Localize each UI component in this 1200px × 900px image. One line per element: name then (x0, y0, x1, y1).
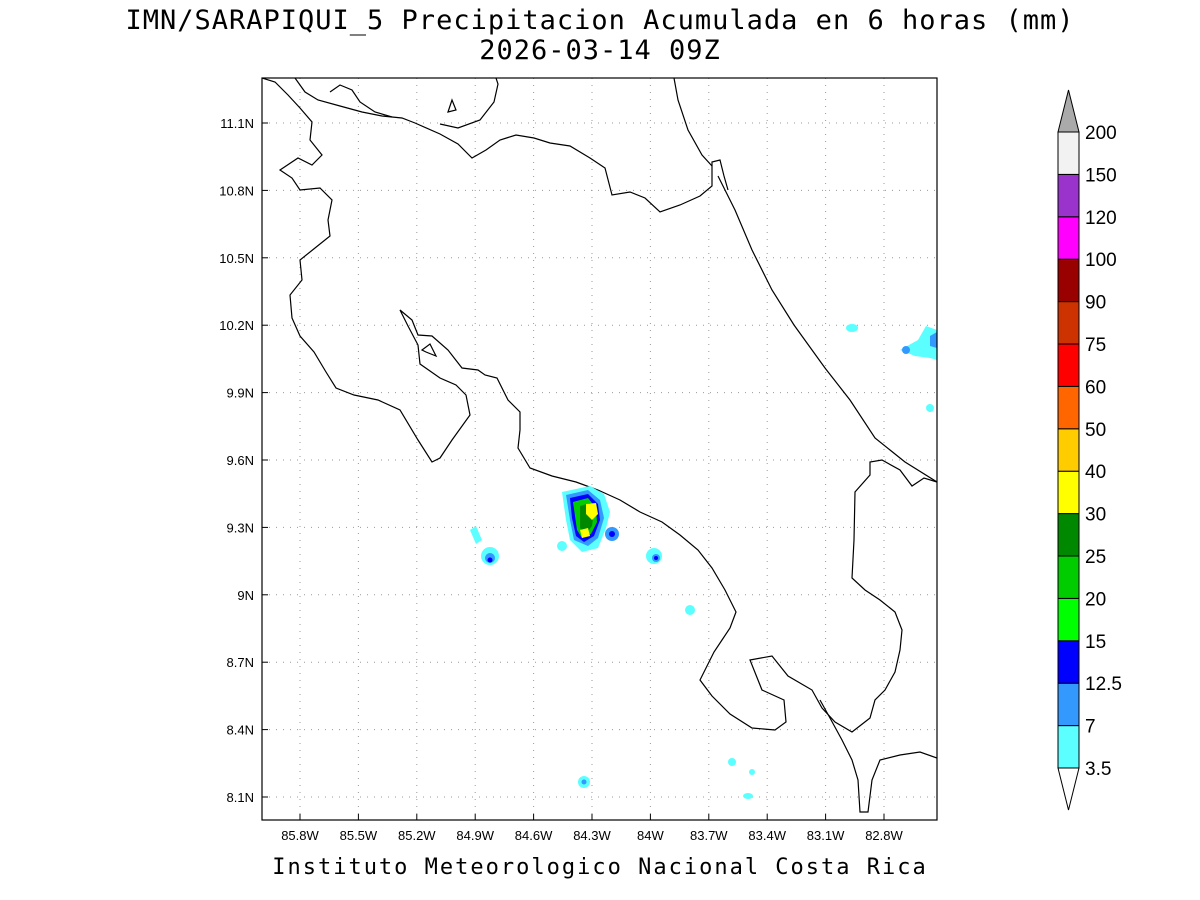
colorbar-swatch (1057, 470, 1080, 515)
lon-tick-label: 82.8W (865, 828, 903, 843)
colorbar-label: 12.5 (1085, 674, 1122, 695)
colorbar-swatch (1057, 513, 1080, 557)
colorbar-label: 7 (1085, 717, 1096, 738)
colorbar-label: 150 (1085, 165, 1117, 186)
footer-credit: Instituto Meteorologico Nacional Costa R… (272, 855, 928, 880)
colorbar-swatch (1057, 131, 1080, 175)
map-frame (261, 77, 938, 821)
colorbar-swatch (1057, 173, 1080, 218)
colorbar-lower-arrow (1057, 767, 1080, 811)
colorbar-label: 15 (1085, 632, 1106, 653)
colorbar-swatch (1057, 385, 1080, 430)
lake-north-shore (329, 78, 499, 129)
lon-tick-label: 83.7W (690, 828, 728, 843)
lat-tick-label: 9N (237, 588, 254, 603)
lat-tick-label: 10.8N (219, 183, 254, 198)
lagoon (420, 343, 438, 358)
colorbar-upper-arrow (1057, 89, 1080, 133)
colorbar-label: 90 (1085, 293, 1106, 314)
lat-tick-label: 10.2N (219, 318, 254, 333)
colorbar-swatch (1057, 343, 1080, 387)
lat-tick-label: 10.5N (219, 251, 254, 266)
colorbar: 3.5 7 12.5 15 20 25 30 40 50 60 75 90 100 120 150 200 (1057, 89, 1122, 811)
lat-tick-label: 9.6N (227, 453, 254, 468)
colorbar-swatch (1057, 682, 1080, 727)
lat-tick-label: 8.7N (227, 655, 254, 670)
colorbar-label: 20 (1085, 589, 1106, 610)
colorbar-swatch (1057, 555, 1080, 599)
colorbar-swatch (1057, 725, 1080, 769)
lon-tick-label: 83.4W (748, 828, 786, 843)
lon-tick-label: 84W (637, 828, 664, 843)
colorbar-swatch (1057, 597, 1080, 642)
lat-tick-label: 8.1N (227, 790, 254, 805)
colorbar-label: 200 (1085, 123, 1117, 144)
caribbean-coast (673, 78, 937, 483)
lon-tick-label: 84.6W (515, 828, 553, 843)
lon-tick-label: 85.8W (281, 828, 319, 843)
lat-tick-label: 9.3N (227, 520, 254, 535)
coastline (262, 78, 937, 813)
colorbar-swatch (1057, 301, 1080, 345)
lat-tick-label: 8.4N (227, 723, 254, 738)
lat-tick-label: 9.9N (227, 386, 254, 401)
colorbar-label: 120 (1085, 208, 1117, 229)
lon-tick-label: 85.5W (340, 828, 378, 843)
lon-tick-label: 85.2W (398, 828, 436, 843)
colorbar-swatch (1057, 216, 1080, 260)
island (447, 98, 457, 113)
lon-tick-label: 84.3W (573, 828, 611, 843)
lake-shoreline (294, 78, 729, 213)
graticule (262, 78, 937, 820)
colorbar-label: 3.5 (1085, 759, 1111, 780)
precipitation-field (470, 324, 937, 799)
lon-tick-label: 84.9W (456, 828, 494, 843)
colorbar-label: 60 (1085, 377, 1106, 398)
colorbar-label: 40 (1085, 462, 1106, 483)
burica-peninsula (819, 699, 937, 813)
axis-ticks: 11.1N 10.8N 10.5N 10.2N 9.9N 9.6N 9.3N 9N 8.7N 8.… (219, 116, 903, 843)
map-date: 2026-03-14 09Z (479, 35, 721, 66)
colorbar-swatch (1057, 428, 1080, 472)
colorbar-swatch (1057, 258, 1080, 303)
colorbar-swatch (1057, 640, 1080, 684)
pacific-coast (262, 78, 937, 733)
colorbar-label: 50 (1085, 420, 1106, 441)
lat-tick-label: 11.1N (220, 116, 254, 131)
colorbar-label: 75 (1085, 335, 1106, 356)
colorbar-label: 100 (1085, 250, 1117, 271)
colorbar-label: 25 (1085, 547, 1106, 568)
map-title: IMN/SARAPIQUI_5 Precipitacion Acumulada … (125, 5, 1075, 36)
colorbar-label: 30 (1085, 505, 1106, 526)
lon-tick-label: 83.1W (807, 828, 845, 843)
